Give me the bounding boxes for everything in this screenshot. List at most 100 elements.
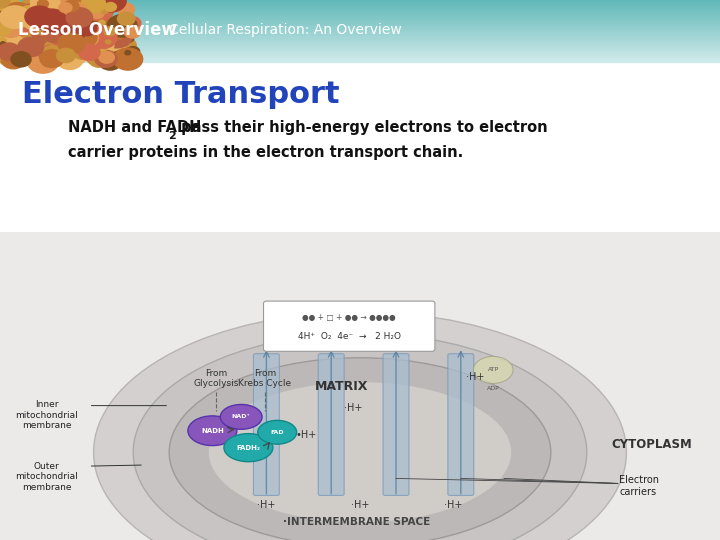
Circle shape [45,42,58,52]
Circle shape [96,43,109,52]
Circle shape [117,50,135,63]
Bar [0,0,720,1]
Bar [0,3,720,4]
Circle shape [53,50,64,59]
Circle shape [79,51,89,57]
Circle shape [58,2,88,24]
Text: Electron Transport: Electron Transport [22,80,339,109]
Circle shape [86,0,114,21]
Circle shape [69,36,91,53]
Text: Outer
mitochondrial
membrane: Outer mitochondrial membrane [15,462,78,492]
Circle shape [100,42,127,61]
Circle shape [51,38,69,52]
Circle shape [0,21,22,37]
Circle shape [43,45,61,59]
Text: From
Glycolysis: From Glycolysis [193,369,239,388]
Bar [0,6,720,8]
Circle shape [41,50,56,61]
Circle shape [0,8,29,30]
Circle shape [37,18,66,39]
Circle shape [89,53,108,67]
Circle shape [95,29,103,35]
Circle shape [102,25,132,48]
Circle shape [109,27,125,39]
Circle shape [29,44,46,57]
Text: NADH: NADH [201,428,224,434]
Circle shape [59,36,89,58]
Text: FAD: FAD [271,430,284,435]
Circle shape [57,50,83,70]
Circle shape [2,8,18,20]
Circle shape [0,13,31,36]
Circle shape [0,43,20,60]
Circle shape [0,44,28,68]
Bar [0,10,720,11]
Circle shape [30,0,60,14]
Bar [0,45,720,46]
Circle shape [35,45,40,49]
Circle shape [19,50,24,55]
Circle shape [42,12,71,33]
Circle shape [68,33,84,45]
Circle shape [0,0,10,8]
Circle shape [0,11,14,22]
Circle shape [86,3,109,21]
Bar [0,40,720,41]
Bar [0,55,720,56]
Circle shape [60,1,91,24]
Circle shape [0,28,6,37]
Circle shape [32,8,59,28]
Circle shape [0,12,16,28]
Circle shape [0,8,14,22]
Bar [0,58,720,59]
Circle shape [69,26,99,48]
Circle shape [17,33,28,42]
Circle shape [0,17,13,36]
Bar [0,56,720,57]
Circle shape [20,4,50,26]
Circle shape [6,51,11,55]
Bar [0,232,720,540]
Bar [0,51,720,52]
Circle shape [0,33,23,55]
Circle shape [4,3,32,23]
Bar [0,8,720,9]
Circle shape [67,46,72,50]
Bar [0,14,720,15]
Circle shape [78,22,96,36]
Circle shape [99,53,122,70]
Ellipse shape [209,382,511,523]
Bar [0,1,720,3]
Circle shape [16,56,28,64]
Bar [0,31,720,32]
Circle shape [109,51,129,66]
Bar [0,37,720,38]
Circle shape [22,10,47,30]
FancyBboxPatch shape [383,354,409,496]
Circle shape [61,25,84,43]
Circle shape [66,48,88,64]
Circle shape [3,24,24,40]
Circle shape [31,25,49,39]
Circle shape [22,0,35,9]
Bar [0,12,720,14]
Bar [0,33,720,35]
Text: pass their high-energy electrons to electron: pass their high-energy electrons to elec… [176,120,548,136]
Circle shape [79,17,104,36]
Bar [0,5,720,6]
Circle shape [117,3,135,16]
Circle shape [55,0,74,10]
Circle shape [55,41,75,56]
Circle shape [36,38,65,60]
Circle shape [85,45,112,65]
Circle shape [51,29,56,33]
Bar [0,57,720,58]
Circle shape [42,25,59,38]
Circle shape [64,41,81,53]
Text: ·H+: ·H+ [466,372,485,382]
Circle shape [6,48,27,64]
Circle shape [54,28,80,47]
Circle shape [81,0,104,11]
Circle shape [25,6,53,28]
Circle shape [67,38,79,48]
